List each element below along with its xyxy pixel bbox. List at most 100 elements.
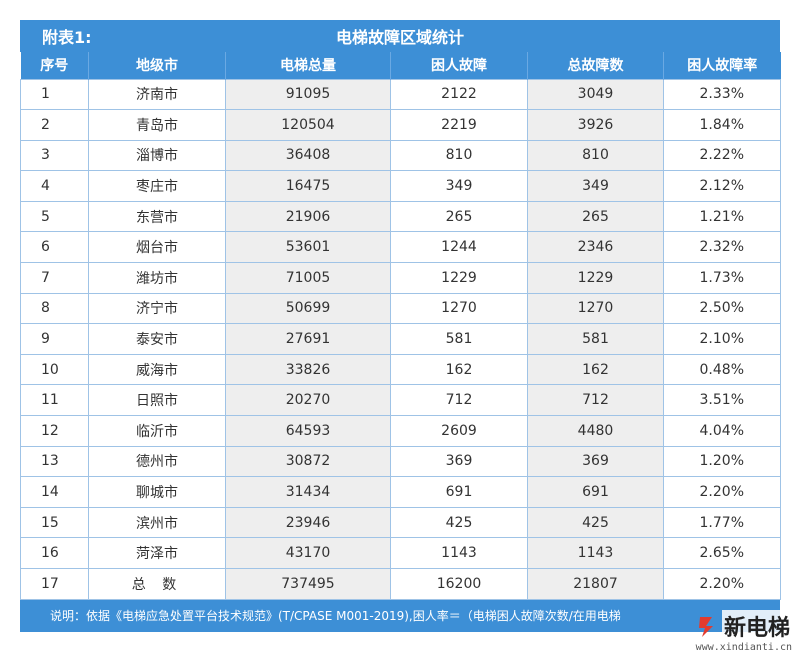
- cell-trapped-rate: 2.12%: [663, 170, 781, 202]
- header-elevator-total: 电梯总量: [225, 52, 391, 79]
- table-row: 4 枣庄市 16475 349 349 2.12%: [20, 170, 781, 202]
- cell-total-faults: 265: [527, 200, 664, 233]
- cell-seq: 1: [20, 78, 89, 111]
- fault-statistics-table: 序号 地级市 电梯总量 困人故障 总故障数 困人故障率 1 济南市 91095 212…: [20, 52, 781, 600]
- header-trapped-rate: 困人故障率: [663, 52, 781, 79]
- cell-trapped-faults: 1270: [390, 292, 528, 325]
- cell-city: 威海市: [88, 353, 226, 386]
- cell-trapped-rate: 2.65%: [663, 537, 781, 569]
- header-city: 地级市: [88, 52, 226, 79]
- cell-city: 青岛市: [88, 109, 226, 141]
- table-row: 3 淄博市 36408 810 810 2.22%: [20, 139, 781, 172]
- cell-elevator-total: 36408: [225, 139, 391, 172]
- cell-trapped-rate: 2.50%: [663, 292, 781, 325]
- cell-elevator-total: 737495: [225, 568, 391, 600]
- cell-trapped-rate: 2.10%: [663, 323, 781, 355]
- cell-trapped-rate: 2.20%: [663, 476, 781, 508]
- cell-seq: 5: [20, 200, 89, 233]
- cell-city: 枣庄市: [88, 170, 226, 202]
- table-note: 说明：依据《电梯应急处置平台技术规范》(T/CPASE M001-2019),困…: [20, 599, 780, 632]
- cell-total-faults: 2346: [527, 231, 664, 264]
- table-row: 9 泰安市 27691 581 581 2.10%: [20, 323, 781, 355]
- cell-city: 济南市: [88, 78, 226, 111]
- fault-table-panel: 附表1: 电梯故障区域统计 序号 地级市 电梯总量 困人故障 总故障数 困人故障…: [20, 20, 781, 632]
- table-row: 14 聊城市 31434 691 691 2.20%: [20, 476, 781, 508]
- cell-trapped-rate: 4.04%: [663, 415, 781, 447]
- cell-seq: 15: [20, 506, 89, 539]
- cell-trapped-rate: 1.84%: [663, 109, 781, 141]
- watermark-url: www.xindianti.cn: [695, 641, 792, 653]
- cell-trapped-rate: 1.73%: [663, 262, 781, 294]
- cell-elevator-total: 16475: [225, 170, 391, 202]
- cell-trapped-faults: 2609: [390, 415, 528, 447]
- table-row: 11 日照市 20270 712 712 3.51%: [20, 384, 781, 417]
- cell-trapped-faults: 2122: [390, 78, 528, 111]
- cell-trapped-rate: 2.33%: [663, 78, 781, 111]
- table-title-bar: 附表1: 电梯故障区域统计: [20, 20, 780, 52]
- table-title: 电梯故障区域统计: [335, 28, 464, 47]
- cell-elevator-total: 120504: [225, 109, 391, 141]
- watermark-logo: 新电梯 www.xindianti.cn: [660, 606, 792, 656]
- table-row: 13 德州市 30872 369 369 1.20%: [20, 445, 781, 478]
- cell-city: 泰安市: [88, 323, 226, 355]
- cell-trapped-faults: 1229: [390, 262, 528, 294]
- cell-trapped-rate: 0.48%: [663, 353, 781, 386]
- cell-seq: 10: [20, 353, 89, 386]
- table-row: 2 青岛市 120504 2219 3926 1.84%: [20, 109, 781, 141]
- cell-trapped-faults: 810: [390, 139, 528, 172]
- cell-total-faults: 712: [527, 384, 664, 417]
- cell-elevator-total: 53601: [225, 231, 391, 264]
- cell-city: 德州市: [88, 445, 226, 478]
- cell-elevator-total: 20270: [225, 384, 391, 417]
- cell-seq: 11: [20, 384, 89, 417]
- cell-trapped-faults: 712: [390, 384, 528, 417]
- cell-seq: 7: [20, 262, 89, 294]
- cell-city: 淄博市: [88, 139, 226, 172]
- cell-city: 滨州市: [88, 506, 226, 539]
- cell-city: 潍坊市: [88, 262, 226, 294]
- cell-trapped-faults: 691: [390, 476, 528, 508]
- cell-total-faults: 369: [527, 445, 664, 478]
- header-seq: 序号: [20, 52, 89, 79]
- table-row: 15 滨州市 23946 425 425 1.77%: [20, 506, 781, 539]
- cell-seq: 4: [20, 170, 89, 202]
- cell-city: 日照市: [88, 384, 226, 417]
- cell-seq: 16: [20, 537, 89, 569]
- cell-trapped-rate: 2.22%: [663, 139, 781, 172]
- cell-elevator-total: 30872: [225, 445, 391, 478]
- cell-total-faults: 691: [527, 476, 664, 508]
- cell-trapped-faults: 2219: [390, 109, 528, 141]
- table-header-row: 序号 地级市 电梯总量 困人故障 总故障数 困人故障率: [20, 52, 781, 79]
- table-row: 10 威海市 33826 162 162 0.48%: [20, 353, 781, 386]
- cell-total-faults: 349: [527, 170, 664, 202]
- table-row: 6 烟台市 53601 1244 2346 2.32%: [20, 231, 781, 264]
- cell-trapped-faults: 265: [390, 200, 528, 233]
- cell-total-faults: 162: [527, 353, 664, 386]
- cell-city: 菏泽市: [88, 537, 226, 569]
- cell-elevator-total: 71005: [225, 262, 391, 294]
- cell-trapped-faults: 369: [390, 445, 528, 478]
- cell-elevator-total: 33826: [225, 353, 391, 386]
- table-row: 5 东营市 21906 265 265 1.21%: [20, 200, 781, 233]
- cell-total-faults: 425: [527, 506, 664, 539]
- cell-city: 总 数: [88, 568, 226, 600]
- cell-trapped-faults: 349: [390, 170, 528, 202]
- cell-elevator-total: 21906: [225, 200, 391, 233]
- cell-trapped-faults: 1143: [390, 537, 528, 569]
- cell-trapped-faults: 1244: [390, 231, 528, 264]
- cell-total-faults: 810: [527, 139, 664, 172]
- cell-trapped-faults: 162: [390, 353, 528, 386]
- cell-elevator-total: 31434: [225, 476, 391, 508]
- cell-total-faults: 1143: [527, 537, 664, 569]
- table-row: 8 济宁市 50699 1270 1270 2.50%: [20, 292, 781, 325]
- table-body: 1 济南市 91095 2122 3049 2.33% 2 青岛市 120504 2219 3926…: [20, 78, 781, 600]
- cell-seq: 6: [20, 231, 89, 264]
- cell-total-faults: 21807: [527, 568, 664, 600]
- cell-trapped-rate: 1.77%: [663, 506, 781, 539]
- cell-seq: 13: [20, 445, 89, 478]
- cell-seq: 3: [20, 139, 89, 172]
- cell-trapped-faults: 425: [390, 506, 528, 539]
- cell-seq: 2: [20, 109, 89, 141]
- cell-total-faults: 3926: [527, 109, 664, 141]
- table-row: 7 潍坊市 71005 1229 1229 1.73%: [20, 262, 781, 294]
